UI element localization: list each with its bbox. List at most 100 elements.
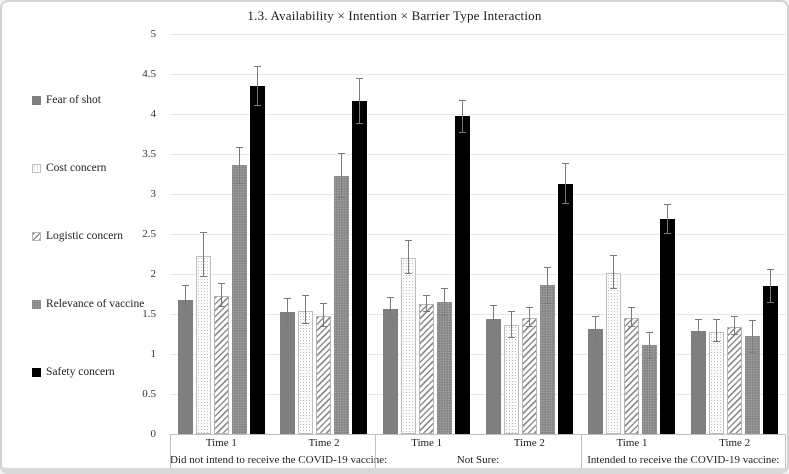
bar-diagonal-hatch [727,316,743,434]
legend-swatch-solid-gray-icon [32,95,41,105]
error-bar [610,255,618,289]
error-bar [387,297,395,322]
error-bar [646,331,654,359]
x-axis-time-label: Time 1 [411,437,443,449]
x-axis-labels: Time 1 Time 2 Time 1 Time 2 Time 1 Time 2 Did … [170,435,786,468]
plot-area [170,34,786,434]
error-bar [749,319,757,354]
chart-title: 1.3. Availability × Intention × Barrier … [247,8,542,23]
error-bar [592,315,600,343]
legend-swatch-dotted-dark-icon [32,299,41,309]
error-bar [459,99,467,134]
bar-cluster [478,162,581,434]
error-bar [338,153,346,198]
legend-item-safety-concern: Safety concern [32,366,144,378]
legend-swatch-solid-black-icon [32,367,41,377]
error-bar [713,319,721,342]
error-bar [441,287,449,317]
legend-item-logistic-concern: Logistic concern [32,230,144,242]
y-tick-label: 5 [150,28,157,40]
legend-item-fear-of-shot: Fear of shot [32,94,144,106]
x-axis-line [170,434,786,435]
bar-solid-black [352,78,368,434]
error-bar [302,295,310,325]
legend-label: Fear of shot [46,94,101,106]
y-tick-label: 3 [150,188,157,200]
error-bar [767,269,775,303]
error-bar [507,310,515,338]
x-axis-time-label: Time 2 [719,437,751,449]
legend-swatch-diagonal-hatch-icon [32,231,41,241]
chart-legend: Fear of shot Cost concern Logistic conce… [32,94,144,378]
bar-solid-black [660,203,676,434]
error-bar [405,240,413,274]
error-bar [181,285,189,316]
y-tick-label: 0.5 [142,388,156,400]
x-axis-category-label: Not Sure: [456,454,500,466]
gridline [170,74,786,75]
y-tick-label: 1 [150,348,157,360]
legend-item-cost-concern: Cost concern [32,162,144,174]
legend-item-relevance-of-vaccine: Relevance of vaccine [32,298,144,310]
y-tick-label: 3.5 [142,148,156,160]
bar-cluster [683,269,786,434]
bar-dotted-dark [745,319,761,434]
error-bar [543,266,551,304]
bar-diagonal-hatch [419,294,435,434]
bar-cluster [170,66,273,434]
bar-dotted-dark [231,146,247,434]
bar-solid-gray [588,315,604,434]
x-axis-time-label: Time 1 [205,437,237,449]
category-divider [580,435,582,468]
error-bar [253,66,261,106]
bar-dotted-light [401,240,417,434]
bar-diagonal-hatch [316,303,332,434]
error-bar [695,318,703,343]
bar-diagonal-hatch [624,307,640,434]
legend-label: Cost concern [46,162,107,174]
bar-dotted-dark [334,153,350,434]
legend-label: Relevance of vaccine [46,298,145,310]
gridline [170,34,786,35]
error-bar [235,146,243,184]
category-divider [170,435,171,468]
gridline [170,274,786,275]
bar-solid-gray [691,318,707,434]
gridline [170,394,786,395]
bar-diagonal-hatch [521,307,537,434]
error-bar [561,162,569,205]
x-axis-category-label: Did not intend to receive the COVID-19 v… [170,454,388,466]
bar-cluster [375,99,478,434]
bar-solid-black [249,66,265,434]
error-bar [628,307,636,327]
error-bar [199,232,207,277]
x-axis-category-label: Intended to receive the COVID-19 vaccine… [587,454,780,466]
bar-cluster [273,78,376,434]
bar-dotted-light [298,295,314,434]
gridline [170,354,786,355]
bar-dotted-light [503,310,519,434]
y-tick-label: 1.5 [142,308,156,320]
bar-cluster [581,203,684,434]
error-bar [217,282,225,307]
bar-dotted-dark [539,266,555,434]
bar-dotted-dark [437,287,453,434]
legend-label: Logistic concern [46,230,123,242]
legend-swatch-dotted-light-icon [32,163,41,173]
legend-label: Safety concern [46,366,115,378]
bar-solid-gray [383,297,399,434]
x-axis-time-label: Time 1 [616,437,648,449]
gridline [170,154,786,155]
bar-dotted-light [709,319,725,434]
gridline [170,314,786,315]
bar-solid-black [455,99,471,434]
category-divider [785,435,786,468]
error-bar [423,294,431,313]
y-tick-label: 0 [150,428,157,440]
category-divider [375,435,377,468]
bar-diagonal-hatch [213,282,229,434]
bar-solid-gray [177,285,193,434]
error-bar [731,316,739,336]
bar-solid-gray [485,305,501,434]
